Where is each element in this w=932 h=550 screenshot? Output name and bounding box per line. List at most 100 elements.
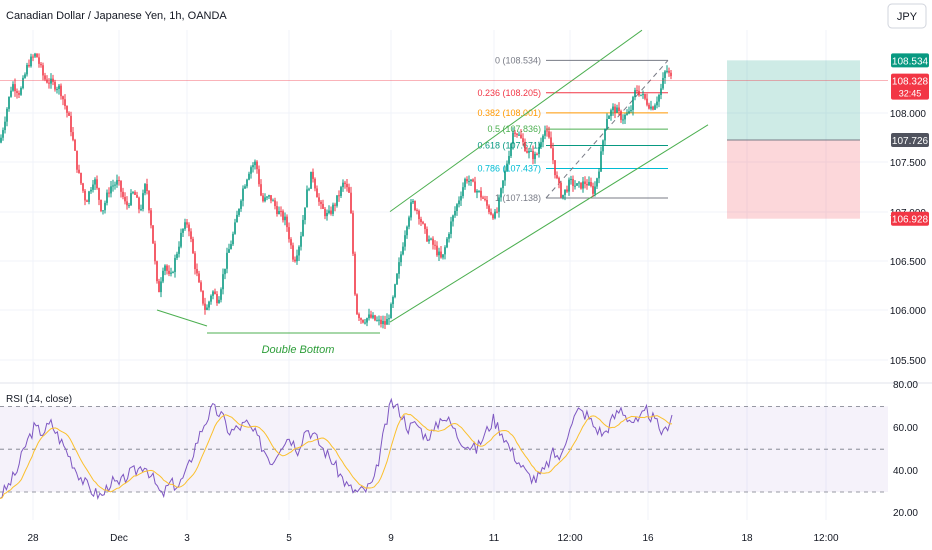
candle-body xyxy=(406,226,408,236)
candle-body xyxy=(114,184,116,186)
candle-body xyxy=(204,303,206,310)
candle-body xyxy=(590,181,592,187)
price-axis-tick: 106.000 xyxy=(890,306,927,317)
candle-body xyxy=(570,179,572,181)
candle-body xyxy=(368,314,370,319)
candle-body xyxy=(302,219,304,237)
rsi-title: RSI (14, close) xyxy=(6,394,72,405)
candle-body xyxy=(436,245,438,256)
candle-body xyxy=(598,171,600,179)
candle-body xyxy=(536,153,538,155)
candle-body xyxy=(602,140,604,152)
candle-body xyxy=(394,284,396,297)
candle-body xyxy=(564,189,566,195)
long-position-tool[interactable] xyxy=(727,60,860,219)
candle-body xyxy=(482,197,484,199)
candle-body xyxy=(444,247,446,255)
candle-body xyxy=(132,192,134,194)
candle-body xyxy=(28,64,30,67)
candle-body xyxy=(428,239,430,242)
candle-body xyxy=(180,232,182,247)
candle-body xyxy=(154,243,156,262)
trend-channel[interactable] xyxy=(389,29,709,323)
candle-body xyxy=(66,105,68,113)
candle-body xyxy=(582,181,584,189)
candle-body xyxy=(140,209,142,211)
candle-body xyxy=(522,138,524,143)
currency-button[interactable]: JPY xyxy=(887,3,927,29)
candle-body xyxy=(358,314,360,319)
candle-body xyxy=(448,233,450,239)
candle-body xyxy=(538,146,540,155)
candle-body xyxy=(652,106,654,110)
candle-body xyxy=(314,178,316,189)
candle-body xyxy=(208,301,210,308)
candle-body xyxy=(34,53,36,57)
candle-body xyxy=(116,180,118,185)
price-label-text: 108.534 xyxy=(892,56,929,67)
candle-body xyxy=(292,245,294,260)
candle-body xyxy=(42,65,44,76)
candle-body xyxy=(90,189,92,192)
candle-body xyxy=(496,211,498,213)
candle-body xyxy=(152,225,154,244)
candle-body xyxy=(462,187,464,197)
candle-body xyxy=(586,183,588,186)
candle-body xyxy=(336,195,338,206)
candle-body xyxy=(254,161,256,166)
price-label-text: 106.928 xyxy=(892,215,929,226)
candle-body xyxy=(0,137,2,143)
candle-body xyxy=(304,207,306,220)
candle-body xyxy=(352,213,354,254)
candle-body xyxy=(392,296,394,305)
candle-body xyxy=(82,183,84,191)
candle-body xyxy=(72,132,74,140)
candle-body xyxy=(544,130,546,136)
fib-level-label: 0.618 (107.671) xyxy=(477,140,541,150)
candle-body xyxy=(440,251,442,258)
candle-body xyxy=(668,70,670,73)
grid xyxy=(0,30,932,520)
candle-body xyxy=(288,227,290,240)
candle-body xyxy=(334,204,336,206)
candle-body xyxy=(438,251,440,256)
price-label-text: 108.328 xyxy=(892,77,929,88)
candle-body xyxy=(128,205,130,207)
candle-body xyxy=(124,196,126,202)
candle-body xyxy=(508,155,510,164)
candle-body xyxy=(332,204,334,214)
candle-body xyxy=(488,205,490,213)
candle-body xyxy=(86,200,88,202)
candle-body xyxy=(452,215,454,222)
time-axis-tick: 11 xyxy=(489,533,500,544)
candle-body xyxy=(490,212,492,215)
time-axis-tick: 12:00 xyxy=(557,533,582,544)
candle-body xyxy=(30,56,32,67)
candle-body xyxy=(202,290,204,304)
candle-body xyxy=(516,133,518,135)
double-bottom-annotation[interactable] xyxy=(156,309,380,334)
candle-body xyxy=(262,195,264,202)
candle-body xyxy=(300,236,302,247)
candle-body xyxy=(616,107,618,113)
candle-body xyxy=(102,210,104,212)
candle-body xyxy=(396,273,398,285)
candle-body xyxy=(76,150,78,170)
candle-body xyxy=(266,196,268,198)
candle-body xyxy=(70,115,72,133)
candle-body xyxy=(638,90,640,96)
candle-body xyxy=(378,319,380,321)
candle-body xyxy=(486,199,488,206)
candle-body xyxy=(250,167,252,174)
candle-body xyxy=(502,180,504,189)
channel-upper xyxy=(389,29,643,213)
candle-body xyxy=(134,192,136,195)
candle-body xyxy=(108,192,110,194)
fib-retracement[interactable]: 0 (108.534) 0.236 (108.205) 0.382 (108.001… xyxy=(477,55,669,203)
candle-body xyxy=(578,182,580,184)
candle-body xyxy=(398,262,400,274)
candle-body xyxy=(518,134,520,136)
candle-body xyxy=(178,246,180,254)
candle-body xyxy=(240,200,242,209)
